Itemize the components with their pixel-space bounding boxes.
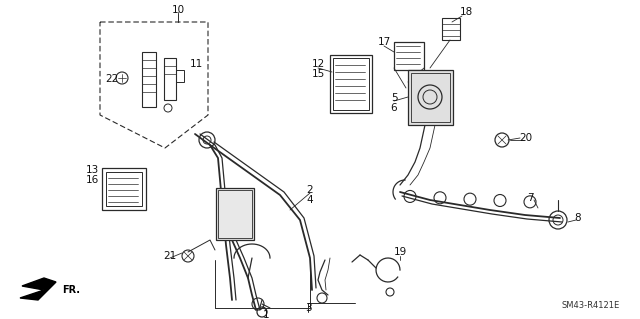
Text: FR.: FR. bbox=[62, 285, 80, 295]
Text: 8: 8 bbox=[575, 213, 581, 223]
Text: 2: 2 bbox=[307, 185, 314, 195]
Bar bbox=[330, 55, 372, 113]
Text: 17: 17 bbox=[378, 37, 390, 47]
Text: 13: 13 bbox=[85, 165, 99, 175]
Text: 5: 5 bbox=[390, 93, 397, 103]
Bar bbox=[216, 188, 254, 240]
Text: 1: 1 bbox=[262, 310, 269, 319]
Bar bbox=[408, 70, 453, 125]
Text: 7: 7 bbox=[527, 193, 533, 203]
Text: 3: 3 bbox=[305, 303, 311, 313]
Bar bbox=[218, 190, 252, 238]
Text: 18: 18 bbox=[460, 7, 472, 17]
Text: 10: 10 bbox=[172, 5, 184, 15]
Bar bbox=[176, 70, 184, 82]
Bar bbox=[142, 52, 156, 107]
Text: 6: 6 bbox=[390, 103, 397, 113]
Text: 21: 21 bbox=[163, 251, 177, 261]
Bar bbox=[106, 172, 142, 206]
Text: 12: 12 bbox=[312, 59, 324, 69]
Bar bbox=[442, 18, 460, 40]
Text: 19: 19 bbox=[394, 247, 406, 257]
Bar bbox=[102, 168, 146, 210]
Text: 15: 15 bbox=[312, 69, 324, 79]
Bar bbox=[394, 42, 424, 70]
Text: SM43-R4121E: SM43-R4121E bbox=[562, 301, 620, 310]
Bar bbox=[411, 73, 450, 122]
Bar bbox=[164, 58, 176, 100]
Text: 20: 20 bbox=[520, 133, 532, 143]
Text: 22: 22 bbox=[106, 74, 118, 84]
Text: 4: 4 bbox=[307, 195, 314, 205]
Text: 16: 16 bbox=[85, 175, 99, 185]
Polygon shape bbox=[20, 278, 56, 300]
Text: 11: 11 bbox=[189, 59, 203, 69]
Bar bbox=[333, 58, 369, 110]
